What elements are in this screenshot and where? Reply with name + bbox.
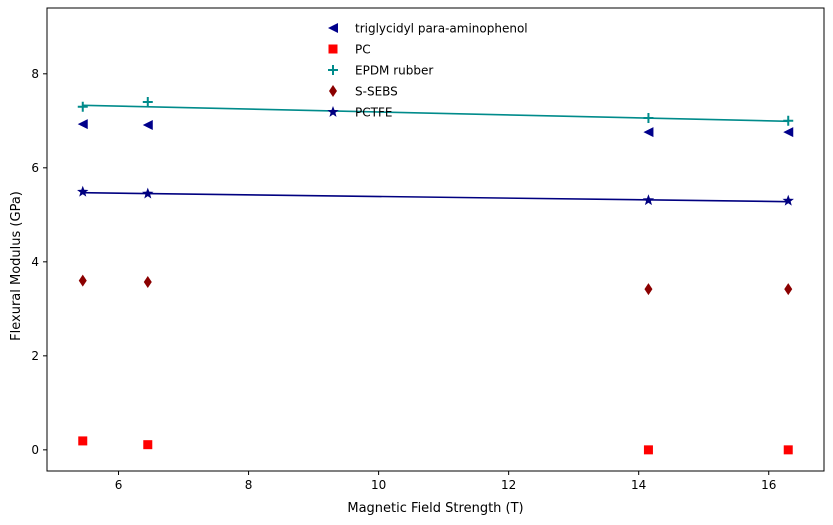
legend-marker — [328, 65, 338, 75]
data-point — [143, 276, 152, 289]
data-point — [78, 274, 87, 287]
y-tick-label: 6 — [31, 161, 39, 175]
data-point — [142, 187, 154, 199]
legend-item: S-SEBS — [329, 85, 398, 99]
y-tick-label: 4 — [31, 255, 39, 269]
data-point — [143, 440, 153, 450]
legend-label: EPDM rubber — [355, 64, 433, 78]
data-point — [783, 445, 793, 455]
data-point — [643, 445, 653, 455]
data-point — [142, 97, 153, 108]
legend-label: PCTFE — [355, 106, 392, 120]
x-tick-label: 6 — [115, 478, 123, 492]
data-point — [77, 101, 88, 112]
legend-item: triglycidyl para-aminophenol — [328, 22, 528, 36]
legend-item: EPDM rubber — [328, 64, 433, 78]
data-point — [642, 194, 655, 206]
plot-area — [77, 97, 794, 455]
data-point — [77, 185, 89, 197]
x-tick-label: 16 — [761, 478, 776, 492]
data-point — [643, 112, 654, 123]
axes: 6 8 10 12 14 16 0 2 4 6 8 — [31, 7, 825, 492]
legend-label: PC — [355, 43, 371, 57]
data-point — [142, 120, 153, 131]
legend: triglycidyl para-aminophenol PC EPDM rubbe… — [327, 22, 528, 120]
legend-item: PCTFE — [327, 106, 392, 120]
y-axis-label: Flexural Modulus (GPa) — [9, 191, 24, 341]
data-point — [77, 119, 88, 130]
axes-frame — [46, 7, 825, 472]
data-point — [78, 436, 88, 446]
data-point — [644, 283, 653, 296]
legend-label: S-SEBS — [355, 85, 398, 99]
legend-marker — [328, 23, 338, 33]
y-tick-label: 8 — [31, 67, 39, 81]
legend-marker — [327, 106, 339, 117]
data-point — [782, 194, 794, 206]
x-tick-label: 10 — [371, 478, 386, 492]
legend-marker — [329, 85, 337, 97]
y-tick-label: 2 — [31, 349, 39, 363]
data-point — [643, 127, 654, 138]
data-point — [783, 127, 794, 138]
trend-line — [82, 191, 789, 203]
legend-item: PC — [328, 43, 371, 57]
legend-label: triglycidyl para-aminophenol — [355, 22, 528, 36]
data-point — [784, 283, 793, 296]
y-tick-label: 0 — [31, 443, 39, 457]
x-tick-label: 12 — [501, 478, 516, 492]
x-tick-label: 8 — [245, 478, 253, 492]
x-tick-label: 14 — [631, 478, 646, 492]
x-axis-label: Magnetic Field Strength (T) — [347, 501, 523, 516]
legend-marker — [328, 44, 338, 54]
data-point — [783, 115, 794, 126]
trend-line — [82, 104, 789, 123]
